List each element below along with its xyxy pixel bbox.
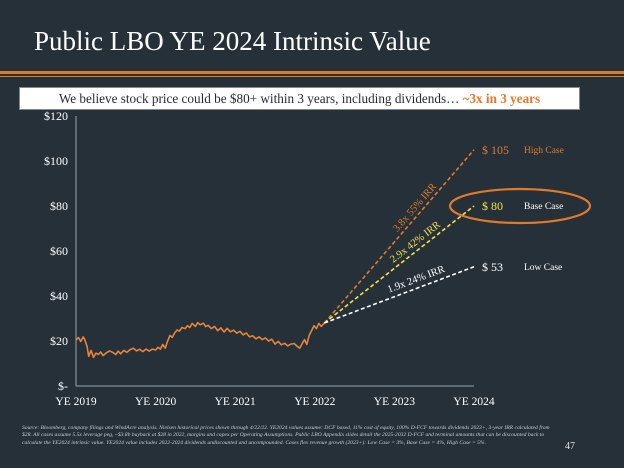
banner-highlight: ~3x in 3 years	[462, 91, 541, 106]
page-title: Public LBO YE 2024 Intrinsic Value	[34, 26, 431, 56]
title-underline-thin	[0, 76, 624, 77]
x-tick-label: YE 2024	[453, 396, 494, 408]
title-underline-thick	[0, 71, 624, 74]
page-number: 47	[565, 441, 575, 452]
x-tick-label: YE 2022	[294, 396, 335, 408]
y-tick-label: $20	[50, 334, 68, 348]
end-value-label: $ 80	[482, 199, 503, 213]
x-tick-label: YE 2019	[55, 396, 96, 408]
x-tick-label: YE 2021	[215, 396, 256, 408]
y-tick-label: $-	[58, 379, 68, 393]
series-line-low-case	[324, 266, 475, 324]
y-tick-label: $120	[44, 109, 68, 123]
base-case-highlight-ellipse	[448, 187, 592, 225]
x-tick-label: YE 2023	[374, 396, 415, 408]
series-line-high-case	[323, 149, 475, 324]
case-label: High Case	[524, 146, 564, 156]
end-value-label: $ 53	[482, 260, 503, 274]
x-tick-label: YE 2020	[135, 396, 176, 408]
source-note: Source: Bloomberg, company filings and W…	[22, 425, 550, 446]
y-tick-label: $40	[50, 289, 68, 303]
case-label: Low Case	[524, 263, 562, 273]
banner-text: We believe stock price could be $80+ wit…	[58, 91, 463, 106]
end-value-label: $ 105	[482, 143, 509, 157]
series-line-base-case	[323, 205, 475, 324]
y-tick-label: $60	[50, 244, 68, 258]
case-label: Base Case	[524, 202, 563, 212]
y-tick-label: $80	[50, 199, 68, 213]
summary-banner: We believe stock price could be $80+ wit…	[19, 87, 580, 110]
y-tick-label: $100	[44, 154, 68, 168]
series-line-nielsen-historical-price	[75, 321, 325, 359]
